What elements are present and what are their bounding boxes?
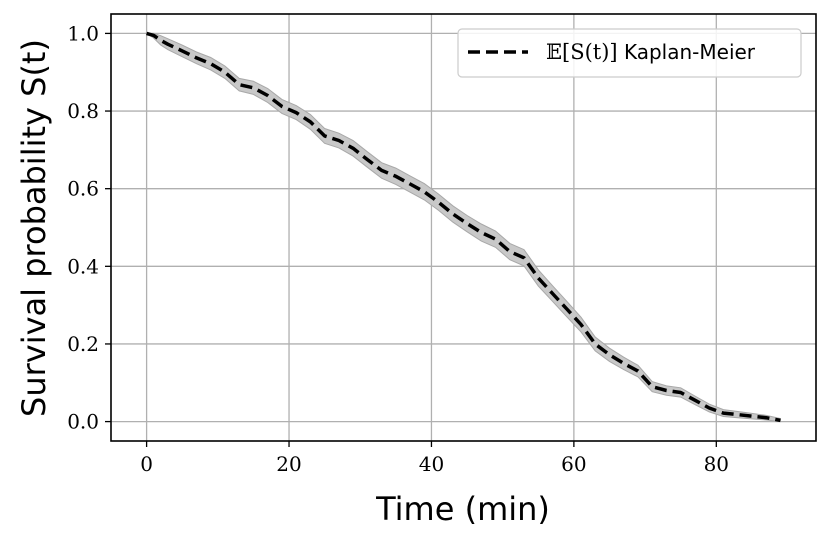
km-survival-curve	[146, 31, 781, 423]
y-tick-label: 0.4	[67, 254, 99, 278]
y-tick-label: 1.0	[67, 21, 99, 45]
legend: 𝔼[S(t)] Kaplan-Meier	[457, 28, 802, 78]
x-tick-labels: 0 20 40 60 80	[140, 452, 729, 476]
x-axis-title: Time (min)	[375, 490, 550, 528]
legend-text-label: Kaplan-Meier	[618, 40, 756, 64]
y-tick-label: 0.2	[67, 332, 99, 356]
y-tick-labels: 0.0 0.2 0.4 0.6 0.8 1.0	[67, 21, 99, 433]
y-tick-label: 0.0	[67, 410, 99, 434]
y-axis-title: Survival probability S(t)	[15, 39, 53, 417]
x-tick-label: 80	[704, 452, 729, 476]
x-tick-label: 20	[276, 452, 301, 476]
y-tick-label: 0.6	[67, 177, 99, 201]
legend-box	[457, 28, 802, 78]
plot-frame	[110, 13, 817, 442]
x-tick-label: 0	[140, 452, 153, 476]
y-tick-label: 0.8	[67, 99, 99, 123]
series-layer	[146, 31, 781, 423]
x-tick-label: 60	[561, 452, 586, 476]
legend-label: 𝔼[S(t)] Kaplan-Meier	[546, 40, 756, 64]
legend-math-label: 𝔼[S(t)]	[546, 40, 618, 64]
tick-marks	[105, 32, 717, 447]
x-tick-label: 40	[419, 452, 444, 476]
